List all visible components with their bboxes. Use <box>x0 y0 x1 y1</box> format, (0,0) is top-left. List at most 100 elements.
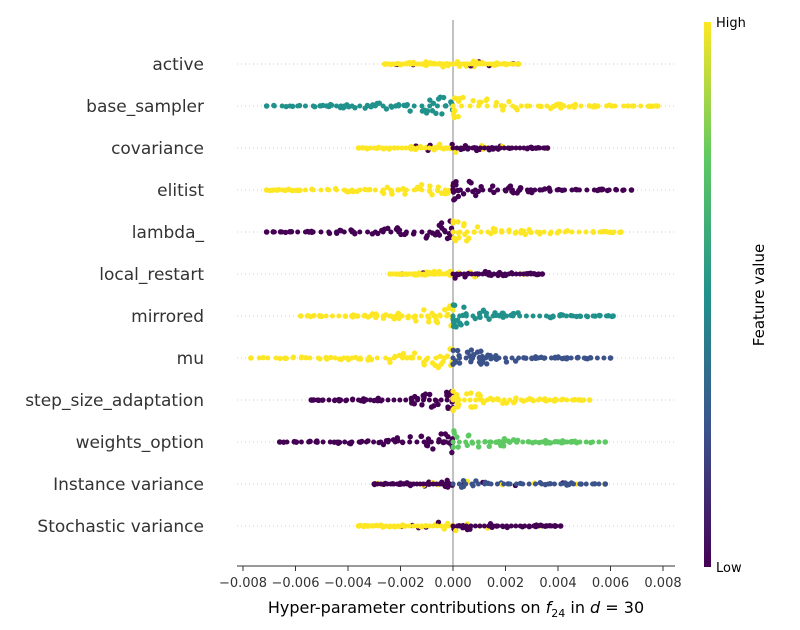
beeswarm-point <box>439 111 445 117</box>
beeswarm-point <box>450 187 456 193</box>
beeswarm-point <box>314 397 320 403</box>
beeswarm-point <box>517 313 523 319</box>
beeswarm-point <box>326 229 332 235</box>
beeswarm-point <box>504 523 510 529</box>
beeswarm-point <box>450 218 456 224</box>
beeswarm-points <box>248 58 661 534</box>
beeswarm-point <box>383 106 390 112</box>
beeswarm-point <box>450 481 456 487</box>
beeswarm-point <box>374 355 380 361</box>
beeswarm-point <box>513 271 519 277</box>
beeswarm-point <box>510 103 516 109</box>
beeswarm-point <box>391 397 397 403</box>
beeswarm-point <box>457 187 463 193</box>
beeswarm-point <box>583 229 589 235</box>
feature-row-points <box>387 268 546 281</box>
beeswarm-point <box>379 145 385 151</box>
beeswarm-point <box>430 100 437 107</box>
beeswarm-point <box>445 433 451 440</box>
feature-row-points <box>308 388 593 414</box>
beeswarm-point <box>427 103 433 109</box>
beeswarm-point <box>545 481 551 487</box>
beeswarm-point <box>444 313 450 319</box>
beeswarm-point <box>450 355 456 361</box>
beeswarm-point <box>532 481 538 487</box>
beeswarm-point <box>581 397 587 403</box>
feature-row-points <box>297 302 616 330</box>
beeswarm-point <box>399 439 405 445</box>
beeswarm-point <box>426 523 432 529</box>
beeswarm-point <box>449 449 455 456</box>
beeswarm-point <box>590 439 596 445</box>
beeswarm-point <box>569 397 575 403</box>
beeswarm-point <box>489 355 495 361</box>
feature-row-points <box>355 141 551 155</box>
beeswarm-point <box>373 397 379 403</box>
beeswarm-point <box>638 103 644 109</box>
beeswarm-point <box>315 355 321 361</box>
beeswarm-point <box>555 355 561 361</box>
beeswarm-point <box>457 229 463 235</box>
beeswarm-point <box>532 187 538 193</box>
beeswarm-point <box>411 229 417 235</box>
beeswarm-point <box>450 523 456 529</box>
beeswarm-point <box>587 103 592 109</box>
beeswarm-point <box>456 481 462 487</box>
beeswarm-point <box>418 433 424 440</box>
beeswarm-point <box>421 307 427 313</box>
beeswarm-point <box>577 439 583 445</box>
beeswarm-point <box>442 355 448 361</box>
beeswarm-point <box>407 523 413 529</box>
beeswarm-point <box>442 307 448 313</box>
beeswarm-point <box>485 145 491 151</box>
beeswarm-point <box>452 196 458 202</box>
beeswarm-point <box>454 271 460 277</box>
beeswarm-point <box>419 187 425 193</box>
beeswarm-point <box>535 355 541 361</box>
beeswarm-point <box>349 439 355 445</box>
beeswarm-point <box>453 527 459 534</box>
beeswarm-point <box>383 523 389 529</box>
beeswarm-point <box>446 523 452 529</box>
beeswarm-point <box>396 103 402 109</box>
beeswarm-point <box>444 235 451 242</box>
beeswarm-point <box>450 397 456 403</box>
beeswarm-point <box>470 313 476 319</box>
beeswarm-point <box>388 187 394 193</box>
beeswarm-point <box>501 481 507 487</box>
beeswarm-point <box>557 523 564 529</box>
beeswarm-point <box>411 145 417 151</box>
beeswarm-point <box>416 355 422 361</box>
beeswarm-point <box>365 103 371 109</box>
x-axis-label-var: f <box>546 598 554 617</box>
beeswarm-point <box>455 444 461 450</box>
x-tick-label: 0.004 <box>539 576 576 591</box>
beeswarm-point <box>367 145 373 151</box>
beeswarm-point <box>450 407 456 413</box>
beeswarm-point <box>507 397 513 403</box>
beeswarm-point <box>590 313 596 319</box>
beeswarm-point <box>411 523 417 529</box>
beeswarm-point <box>399 523 405 529</box>
beeswarm-point <box>481 523 487 529</box>
beeswarm-point <box>461 271 467 277</box>
beeswarm-point <box>378 439 384 445</box>
beeswarm-point <box>361 313 367 319</box>
beeswarm-point <box>463 391 470 397</box>
beeswarm-point <box>387 271 393 277</box>
beeswarm-point <box>396 187 402 193</box>
beeswarm-point <box>467 397 473 403</box>
beeswarm-point <box>356 439 362 445</box>
beeswarm-point <box>534 229 540 235</box>
beeswarm-point <box>432 397 438 403</box>
beeswarm-point <box>454 347 461 354</box>
beeswarm-point <box>421 362 427 368</box>
beeswarm-point <box>395 523 401 529</box>
beeswarm-point <box>494 481 500 487</box>
beeswarm-point <box>415 397 421 403</box>
beeswarm-point <box>597 313 603 319</box>
beeswarm-point <box>399 145 405 151</box>
beeswarm-point <box>524 397 530 403</box>
beeswarm-point <box>513 229 519 235</box>
feature-label: active <box>152 55 204 75</box>
